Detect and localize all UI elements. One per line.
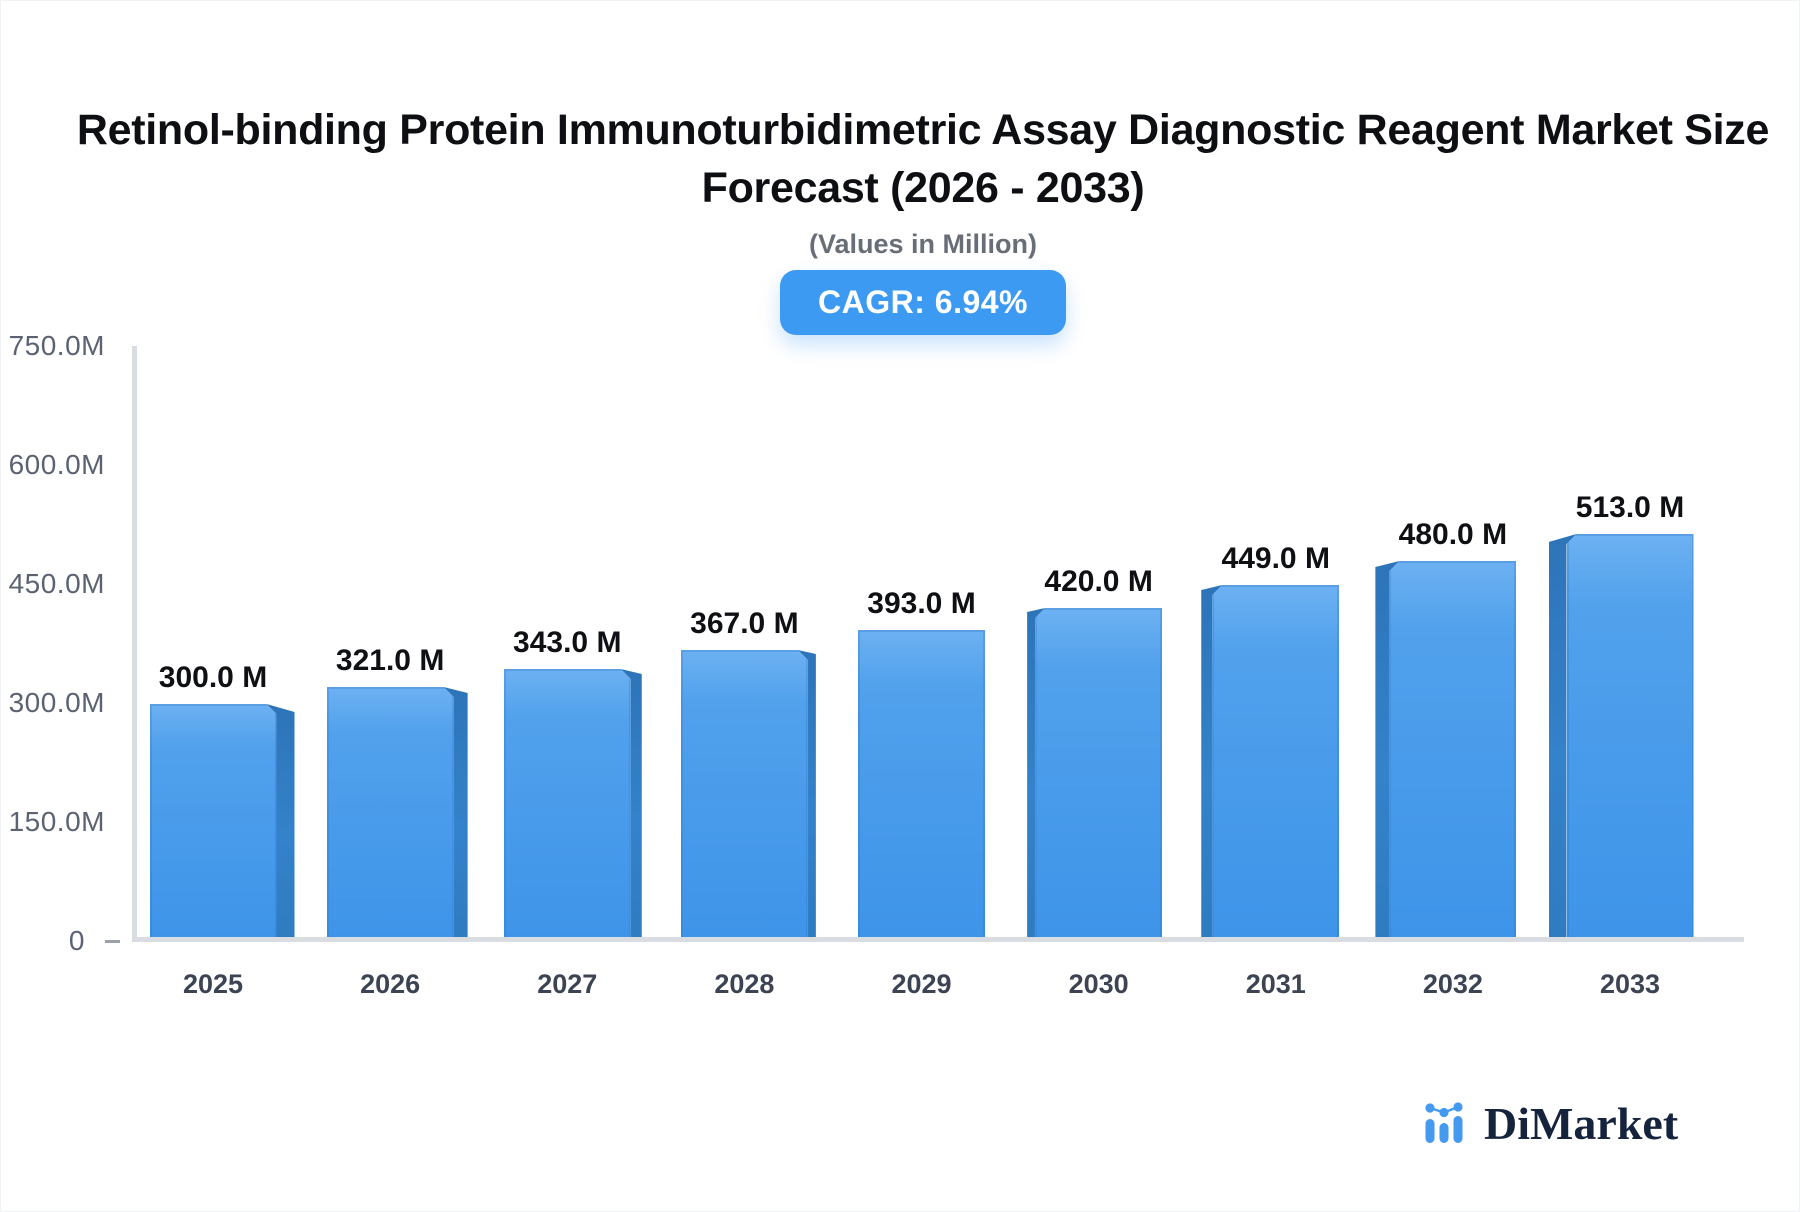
bar-column-2027 [504, 669, 642, 942]
dimarket-logo: DiMarket [1422, 1095, 1679, 1149]
bar-column-2026 [327, 687, 468, 942]
y-axis-tick-label: 450.0M [8, 568, 105, 599]
chart-title-line2: Forecast (2026 - 2033) [701, 164, 1145, 212]
bar-column-2031 [1201, 585, 1340, 942]
bar-front-face [150, 704, 277, 942]
bar-value-label: 449.0 M [1221, 542, 1330, 575]
chart-title: Retinol-binding Protein Immunoturbidimet… [47, 101, 1799, 217]
x-axis-tick-label: 2030 [1068, 969, 1129, 999]
cagr-badge: CAGR: 6.94% [780, 270, 1066, 335]
bar-value-label: 300.0 M [158, 661, 268, 694]
bar-value-label: 367.0 M [690, 607, 799, 640]
x-axis-tick-label: 2028 [714, 969, 775, 999]
bar-value-label: 343.0 M [513, 626, 622, 659]
bar-column-2025 [150, 704, 295, 942]
dimarket-logo-text: DiMarket [1484, 1097, 1679, 1149]
bar-value-label: 513.0 M [1575, 491, 1685, 524]
bar-front-face [1389, 561, 1517, 942]
bar-front-face [1212, 585, 1340, 942]
x-axis-tick-label: 2032 [1422, 969, 1483, 999]
bar-value-label: 393.0 M [867, 587, 976, 620]
y-axis-tick-label: 750.0M [8, 330, 105, 361]
chart-header: Retinol-binding Protein Immunoturbidimet… [1, 1, 1799, 335]
y-axis-tick-label: 0 [68, 925, 85, 956]
y-axis-tick-label: 300.0M [8, 687, 105, 718]
bar-front-face [1035, 608, 1163, 942]
x-axis-tick-label: 2031 [1245, 969, 1306, 999]
bar-column-2028 [681, 650, 816, 942]
bar-value-label: 321.0 M [335, 644, 445, 677]
bar-value-label: 480.0 M [1398, 518, 1508, 551]
x-axis-tick-label: 2026 [360, 969, 421, 999]
y-axis-line [132, 346, 137, 942]
x-axis-line [132, 937, 1744, 942]
chart-title-line1: Retinol-binding Protein Immunoturbidimet… [76, 106, 1770, 154]
y-axis-tick-label: 150.0M [8, 806, 105, 837]
bar-column-2033 [1549, 534, 1694, 942]
x-axis-tick-label: 2027 [537, 969, 598, 999]
x-axis-tick-label: 2033 [1599, 969, 1661, 999]
bar-column-2032 [1375, 561, 1517, 942]
bar-front-face [1566, 534, 1694, 942]
bar-front-face [504, 669, 631, 942]
x-axis-tick-label: 2025 [182, 969, 244, 999]
bar-front-face [327, 687, 454, 942]
bar-front-face [681, 650, 808, 942]
bar-value-label: 420.0 M [1044, 565, 1153, 598]
y-axis-tick-label: 600.0M [8, 449, 105, 480]
zero-tick-mark [105, 940, 120, 943]
x-axis-tick-label: 2029 [891, 969, 952, 999]
bar-column-2029 [858, 630, 985, 942]
bar-front-face [858, 630, 985, 942]
bar-chart-logo-icon [1425, 1102, 1463, 1143]
chart-subtitle: (Values in Million) [808, 229, 1038, 259]
bar-column-2030 [1027, 608, 1163, 942]
